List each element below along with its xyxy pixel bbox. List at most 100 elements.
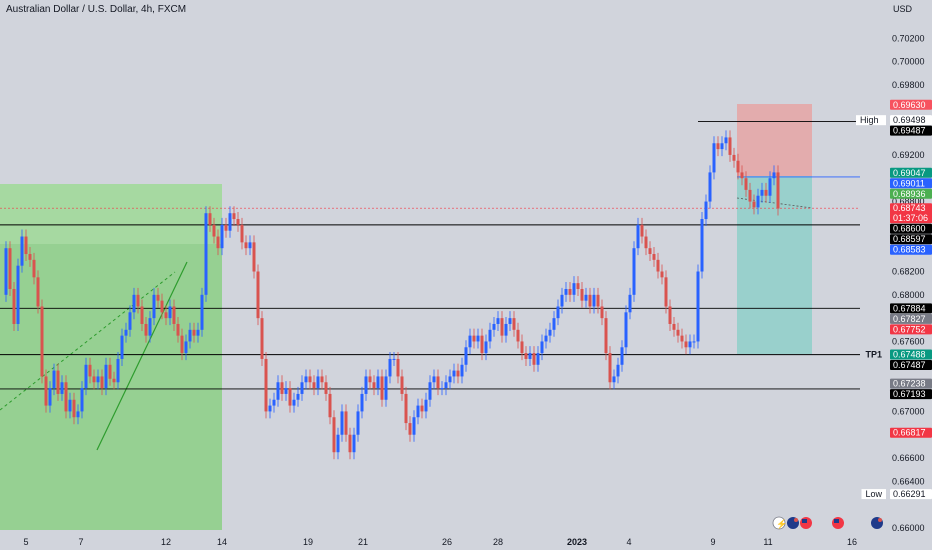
- price-badge-text: 0.69047: [893, 168, 926, 178]
- flag-au-icon[interactable]: [787, 517, 799, 529]
- y-tick-label: 0.70200: [892, 33, 925, 43]
- candle-body: [208, 213, 212, 225]
- candle-body: [28, 254, 32, 260]
- candle-body: [592, 294, 596, 307]
- price-badge: [890, 389, 932, 400]
- price-badge-text: 0.67752: [893, 324, 926, 334]
- candle-body: [524, 353, 528, 359]
- candle-body: [324, 382, 328, 394]
- candle-body: [76, 411, 80, 418]
- candle-body: [188, 329, 192, 342]
- candle-body: [284, 388, 288, 394]
- candle-body: [244, 242, 248, 249]
- candle-body: [696, 271, 700, 342]
- candle-body: [64, 382, 68, 412]
- flag-au-icon[interactable]: [871, 517, 883, 529]
- y-tick-label: 0.66000: [892, 523, 925, 533]
- candle-body: [572, 283, 576, 295]
- candle-body: [580, 288, 584, 301]
- candle-body: [416, 405, 420, 418]
- candle-body: [320, 376, 324, 383]
- price-badge-text: 0.66291: [893, 489, 926, 499]
- price-badge-text: 0.69630: [893, 100, 926, 110]
- candle-body: [544, 335, 548, 342]
- price-badge-text: 0.67827: [893, 314, 926, 324]
- price-badge-text: 0.69011: [893, 178, 925, 188]
- price-badge-text: 0.67487: [893, 360, 926, 370]
- candle-body: [384, 376, 388, 400]
- price-badge: [890, 427, 932, 438]
- candle-body: [600, 306, 604, 319]
- candle-body: [312, 382, 316, 389]
- candle-body: [588, 294, 592, 307]
- candle-body: [328, 393, 332, 418]
- candle-body: [292, 399, 296, 406]
- price-tag-label: TP1: [866, 350, 883, 360]
- candle-body: [264, 358, 268, 412]
- y-tick-label: 0.66400: [892, 476, 925, 486]
- candle-body: [228, 213, 232, 231]
- price-tag: [856, 115, 886, 126]
- candle-body: [684, 341, 688, 348]
- candle-body: [548, 329, 552, 336]
- svg-text:⚡: ⚡: [776, 518, 787, 530]
- trend-line[interactable]: [96, 261, 188, 451]
- price-badge: [890, 324, 932, 335]
- price-badge: [890, 244, 932, 255]
- candle-body: [648, 248, 652, 255]
- y-tick-label: 0.68000: [892, 290, 925, 300]
- candle-body: [136, 294, 140, 307]
- candle-body: [612, 376, 616, 383]
- chart-title: Australian Dollar / U.S. Dollar, 4h, FXC…: [6, 4, 187, 15]
- candle-body: [492, 323, 496, 330]
- candle-body: [660, 271, 664, 278]
- candle-body: [724, 137, 728, 144]
- candle-body: [740, 172, 744, 179]
- price-badge: [890, 313, 932, 324]
- candle-body: [288, 388, 292, 406]
- price-badge: [890, 234, 932, 245]
- candle-body: [256, 271, 260, 319]
- price-badge: [890, 349, 932, 360]
- price-badge-text: 0.68600: [893, 224, 926, 234]
- candle-body: [332, 417, 336, 453]
- x-tick-label: 16: [847, 537, 857, 547]
- price-badge: [890, 188, 932, 199]
- flag-us-icon[interactable]: [800, 517, 812, 529]
- candle-body: [356, 411, 360, 435]
- candle-body: [556, 306, 560, 319]
- candle-body: [616, 364, 620, 377]
- candle-body: [716, 143, 720, 150]
- candle-body: [460, 364, 464, 377]
- price-badge: [890, 125, 932, 136]
- flash-icon[interactable]: ⚡: [772, 516, 787, 530]
- candle-body: [768, 178, 772, 196]
- candle-body: [352, 434, 356, 453]
- candle-body: [132, 294, 136, 313]
- trend-line-dashed[interactable]: [0, 271, 176, 411]
- candle-body: [204, 213, 208, 295]
- candle-body: [772, 172, 776, 179]
- price-badge-text: 0.67884: [893, 303, 926, 313]
- flag-us-icon[interactable]: [832, 517, 844, 529]
- price-badge-text: 0.69487: [893, 126, 926, 136]
- candle-body: [260, 318, 264, 359]
- candle-body: [280, 382, 284, 394]
- candle-body: [80, 388, 84, 412]
- y-tick-label: 0.69200: [892, 150, 925, 160]
- candle-body: [680, 335, 684, 342]
- candle-body: [152, 294, 156, 319]
- price-badge: [890, 223, 932, 234]
- candle-body: [372, 382, 376, 389]
- candle-body: [216, 236, 220, 249]
- candle-body: [360, 393, 364, 412]
- candle-body: [412, 417, 416, 435]
- candle-body: [604, 318, 608, 354]
- candle-body: [192, 329, 196, 336]
- candle-body: [236, 219, 240, 225]
- candle-body: [452, 370, 456, 377]
- candle-body: [196, 329, 200, 336]
- price-badge: [890, 178, 932, 189]
